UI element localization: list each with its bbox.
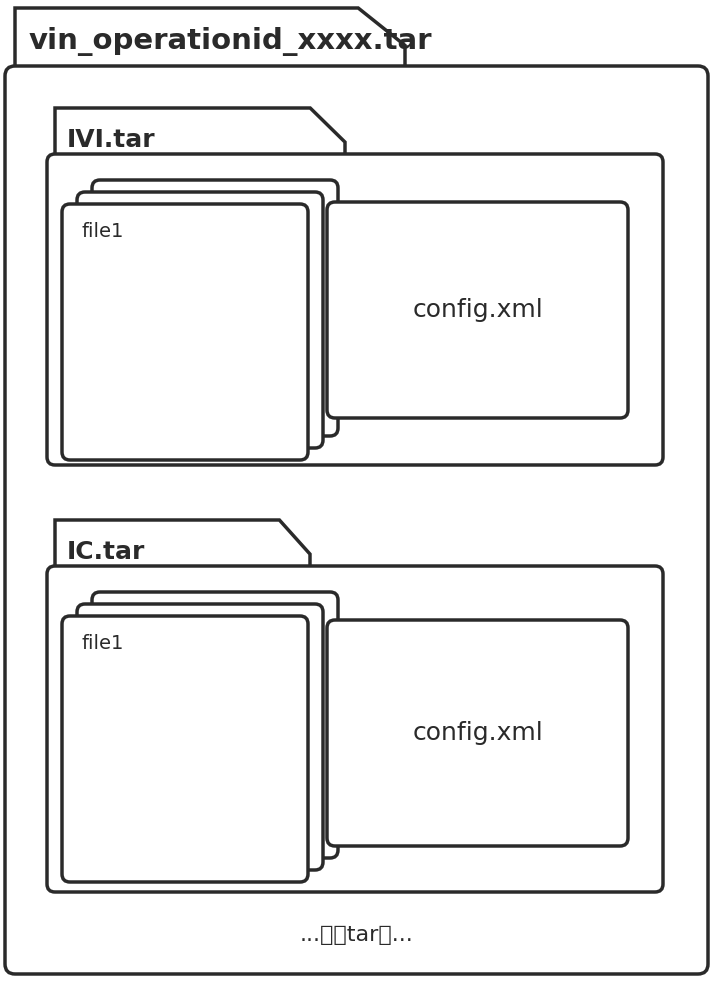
Text: ...其他tar包...: ...其他tar包...	[299, 925, 414, 945]
FancyBboxPatch shape	[77, 604, 323, 870]
FancyBboxPatch shape	[47, 154, 663, 465]
Text: file1: file1	[82, 634, 124, 653]
Text: vin_operationid_xxxx.tar: vin_operationid_xxxx.tar	[29, 27, 433, 56]
Text: file1: file1	[82, 222, 124, 241]
Text: IC.tar: IC.tar	[67, 540, 145, 564]
FancyBboxPatch shape	[62, 204, 308, 460]
FancyBboxPatch shape	[327, 202, 628, 418]
Text: config.xml: config.xml	[412, 721, 543, 745]
Polygon shape	[15, 8, 405, 76]
FancyBboxPatch shape	[47, 566, 663, 892]
FancyBboxPatch shape	[92, 592, 338, 858]
FancyBboxPatch shape	[77, 192, 323, 448]
FancyBboxPatch shape	[62, 616, 308, 882]
Polygon shape	[55, 108, 345, 170]
Text: config.xml: config.xml	[412, 298, 543, 322]
FancyBboxPatch shape	[92, 180, 338, 436]
Text: file3: file3	[112, 610, 155, 629]
FancyBboxPatch shape	[327, 620, 628, 846]
Polygon shape	[55, 520, 310, 582]
Text: file3: file3	[112, 198, 155, 217]
Text: file2: file2	[97, 622, 139, 641]
FancyBboxPatch shape	[5, 66, 708, 974]
Text: file2: file2	[97, 210, 139, 229]
Text: IVI.tar: IVI.tar	[67, 128, 155, 152]
